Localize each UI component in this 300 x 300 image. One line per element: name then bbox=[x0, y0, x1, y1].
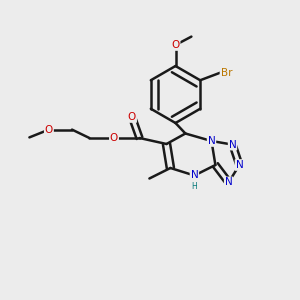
Text: N: N bbox=[236, 160, 243, 170]
Text: O: O bbox=[128, 112, 136, 122]
Text: N: N bbox=[190, 170, 198, 181]
Text: N: N bbox=[225, 177, 232, 188]
Text: Br: Br bbox=[220, 68, 232, 78]
Text: N: N bbox=[229, 140, 236, 150]
Text: N: N bbox=[208, 136, 215, 146]
Text: O: O bbox=[45, 124, 53, 135]
Text: H: H bbox=[191, 182, 197, 191]
Text: O: O bbox=[110, 133, 118, 143]
Text: O: O bbox=[171, 40, 180, 50]
